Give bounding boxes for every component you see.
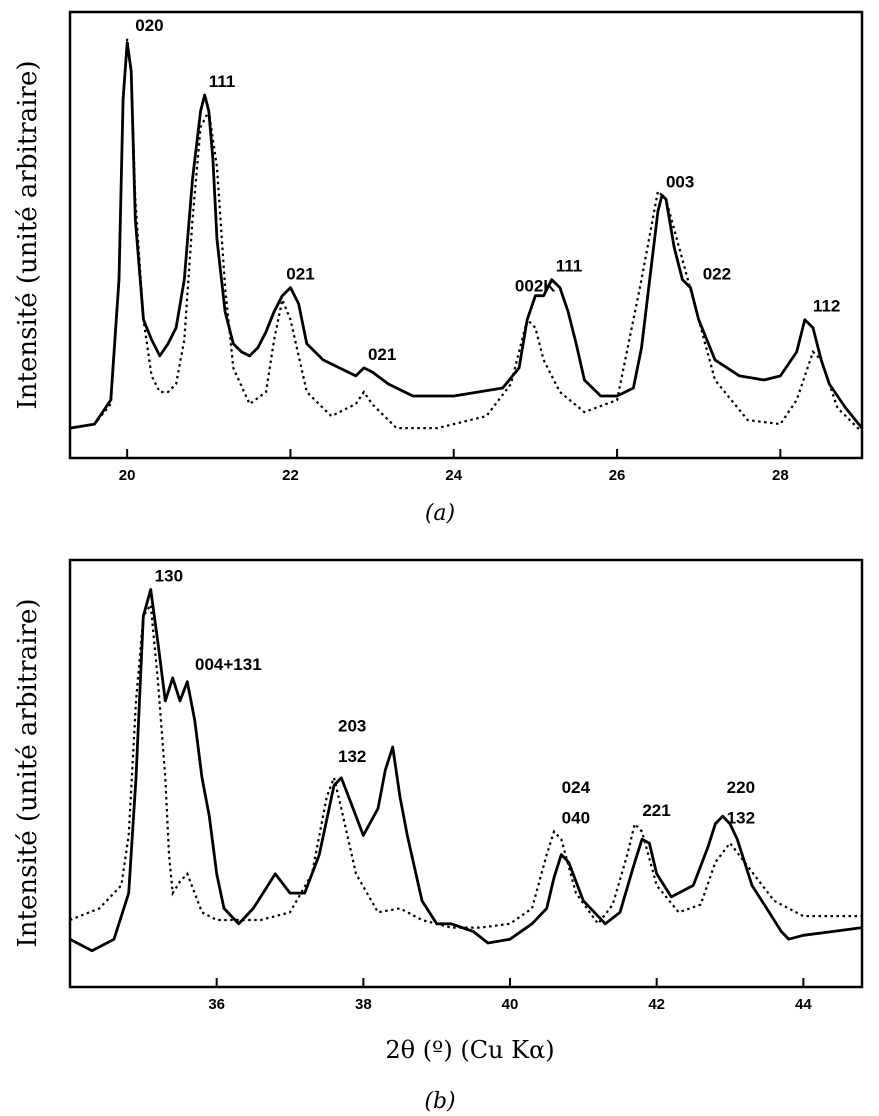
panel-b-peak-label: 132 <box>338 747 366 766</box>
panel-b-series <box>69 588 863 953</box>
panel-a-peak-label: 111 <box>209 72 236 91</box>
panel-a-peak-label: 002K <box>515 277 556 296</box>
panel-a-series-solid-line <box>69 41 864 430</box>
panel-b-plot-frame <box>68 558 864 989</box>
panel-a-peak-label: 020 <box>135 16 163 35</box>
panel-a-label: (a) <box>425 501 455 526</box>
panel-b-x-tick-label: 36 <box>208 996 225 1013</box>
panel-b-x-ticks: 36 38 40 42 44 <box>208 978 812 1013</box>
panel-b-peak-labels: 130 004+131 203 132 024 040 221 220 132 <box>155 566 755 827</box>
panel-b-x-tick-label: 38 <box>355 996 372 1013</box>
panel-b-x-tick-label: 40 <box>502 996 519 1013</box>
panel-b-x-tick-label: 42 <box>648 996 665 1013</box>
panel-a-y-axis-label: Intensité (unité arbitraire) <box>13 61 43 410</box>
panel-b-peak-label: 220 <box>727 778 755 797</box>
panel-b-peak-label: 024 <box>562 778 591 797</box>
panel-a-series-dotted-line <box>69 38 863 433</box>
panel-a-peak-label: 021 <box>368 345 396 364</box>
panel-a-peak-label: 111 <box>556 257 583 276</box>
panel-a-x-tick-label: 28 <box>772 467 789 484</box>
panel-a-peak-label: 112 <box>813 297 840 316</box>
panel-a-plot-frame <box>68 10 864 460</box>
panel-b-peak-label: 203 <box>338 716 366 735</box>
panel-a-chart: Intensité (unité arbitraire) (a) 20 22 24 2… <box>13 10 864 526</box>
panel-a-x-tick-label: 24 <box>445 467 462 484</box>
panel-a-peak-label: 022 <box>703 265 731 284</box>
panel-b-x-tick-label: 44 <box>795 996 812 1013</box>
panel-b-series-solid-line <box>69 588 863 953</box>
panel-a-series <box>69 38 864 433</box>
panel-b-peak-label: 132 <box>727 809 755 828</box>
panel-a-x-tick-label: 20 <box>119 467 136 484</box>
panel-a-peak-label: 003 <box>666 172 694 191</box>
panel-b-x-axis-label: 2θ (º) (Cu Kα) <box>385 1036 554 1064</box>
panel-a-x-tick-label: 26 <box>609 467 626 484</box>
panel-b-y-axis-label: Intensité (unité arbitraire) <box>13 599 43 948</box>
panel-b-peak-label: 040 <box>562 809 590 828</box>
panel-b-peak-label: 004+131 <box>195 655 262 674</box>
panel-b-peak-label: 130 <box>155 566 183 585</box>
panel-b-chart: Intensité (unité arbitraire) 2θ (º) (Cu … <box>13 558 864 1114</box>
panel-a-x-ticks: 20 22 24 26 28 <box>119 449 789 484</box>
panel-b-series-dotted-line <box>69 601 862 929</box>
panel-b-peak-label: 221 <box>642 801 670 820</box>
panel-a-peak-label: 021 <box>286 265 314 284</box>
panel-a-x-tick-label: 22 <box>282 467 299 484</box>
panel-b-label: (b) <box>424 1089 455 1114</box>
